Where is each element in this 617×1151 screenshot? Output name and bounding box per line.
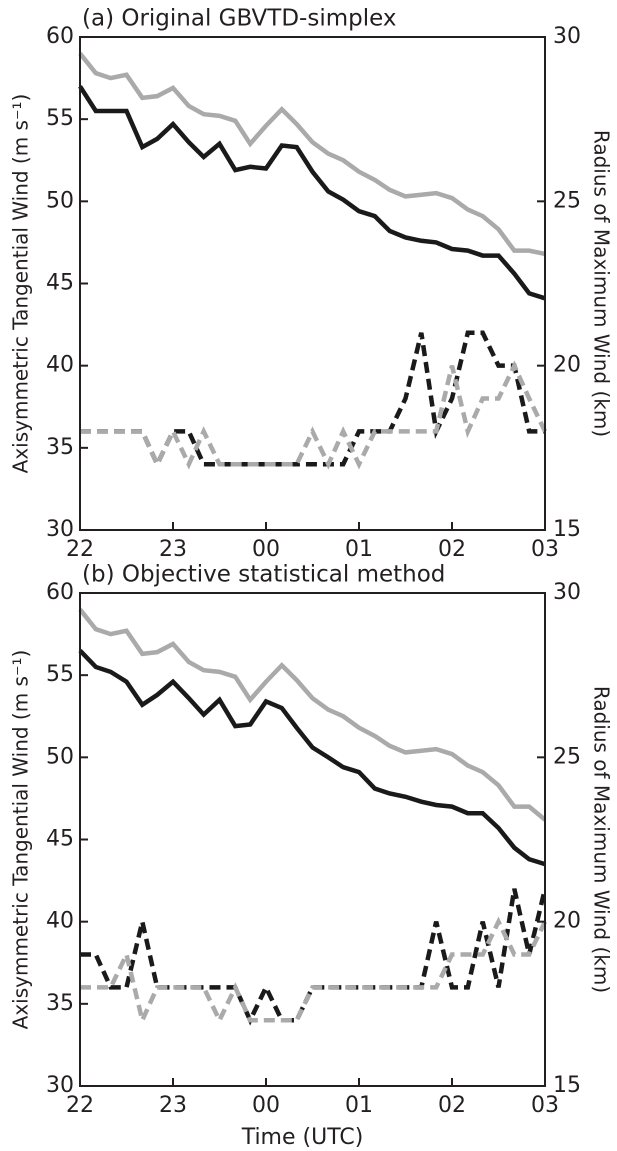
series-line bbox=[80, 888, 548, 1026]
y-tick-label: 35 bbox=[46, 991, 74, 1016]
x-tick-label: 00 bbox=[252, 1093, 280, 1118]
y-tick-label: 40 bbox=[46, 353, 74, 378]
series-line bbox=[78, 608, 547, 822]
series-line bbox=[78, 648, 546, 867]
x-tick-label: 01 bbox=[345, 1093, 373, 1118]
panel-title: (a) Original GBVTD-simplex bbox=[82, 6, 396, 32]
panel-title: (b) Objective statistical method bbox=[82, 562, 445, 588]
plot-frame bbox=[79, 36, 546, 531]
y-tick-label: 50 bbox=[46, 188, 74, 213]
y-tick-label: 55 bbox=[46, 106, 74, 131]
y2-tick-label: 20 bbox=[553, 909, 581, 934]
y-tick-label: 45 bbox=[46, 827, 74, 852]
y2-tick-label: 25 bbox=[553, 188, 581, 213]
plot-frame bbox=[79, 592, 546, 1087]
y2-tick-label: 30 bbox=[553, 24, 581, 49]
y-tick-label: 60 bbox=[46, 24, 74, 49]
x-axis-label: Time (UTC) bbox=[241, 1125, 364, 1150]
y2-tick-label: 15 bbox=[553, 517, 581, 542]
y-tick-label: 60 bbox=[46, 580, 74, 605]
y2-tick-label: 15 bbox=[553, 1073, 581, 1098]
x-tick-label: 03 bbox=[531, 537, 559, 562]
y2-tick-label: 25 bbox=[553, 744, 581, 769]
x-tick-label: 23 bbox=[159, 537, 187, 562]
x-tick-label: 02 bbox=[438, 1093, 466, 1118]
x-tick-label: 00 bbox=[252, 537, 280, 562]
series-line bbox=[78, 85, 546, 301]
y-tick-label: 40 bbox=[46, 909, 74, 934]
x-tick-label: 22 bbox=[66, 1093, 94, 1118]
x-tick-label: 22 bbox=[66, 537, 94, 562]
y2-tick-label: 30 bbox=[553, 580, 581, 605]
series-line bbox=[78, 52, 546, 257]
y-axis-label: Axisymmetric Tangential Wind (m s⁻¹) bbox=[9, 94, 33, 474]
y-tick-label: 30 bbox=[46, 517, 74, 542]
y2-axis-label: Radius of Maximum Wind (km) bbox=[590, 686, 614, 993]
x-tick-label: 23 bbox=[159, 1093, 187, 1118]
y-tick-label: 55 bbox=[46, 662, 74, 687]
x-tick-label: 03 bbox=[531, 1093, 559, 1118]
y-tick-label: 30 bbox=[46, 1073, 74, 1098]
y2-tick-label: 20 bbox=[553, 353, 581, 378]
series-line bbox=[80, 330, 545, 470]
x-tick-label: 01 bbox=[345, 537, 373, 562]
y-tick-label: 45 bbox=[46, 271, 74, 296]
y2-axis-label: Radius of Maximum Wind (km) bbox=[590, 130, 614, 437]
y-tick-label: 35 bbox=[46, 435, 74, 460]
series-line bbox=[80, 916, 548, 1028]
y-axis-label: Axisymmetric Tangential Wind (m s⁻¹) bbox=[9, 650, 33, 1030]
x-tick-label: 02 bbox=[438, 537, 466, 562]
series-line bbox=[80, 360, 548, 470]
y-tick-label: 50 bbox=[46, 744, 74, 769]
